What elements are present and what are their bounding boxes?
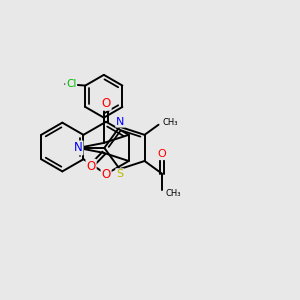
Text: N: N [74, 141, 82, 154]
Text: S: S [116, 169, 123, 179]
Text: O: O [86, 160, 96, 173]
Text: CH₃: CH₃ [163, 118, 178, 127]
Text: N: N [116, 117, 124, 127]
Text: Cl: Cl [66, 79, 76, 89]
Text: O: O [101, 97, 111, 110]
Text: O: O [101, 168, 111, 181]
Text: CH₃: CH₃ [166, 189, 181, 198]
Text: O: O [158, 149, 166, 159]
